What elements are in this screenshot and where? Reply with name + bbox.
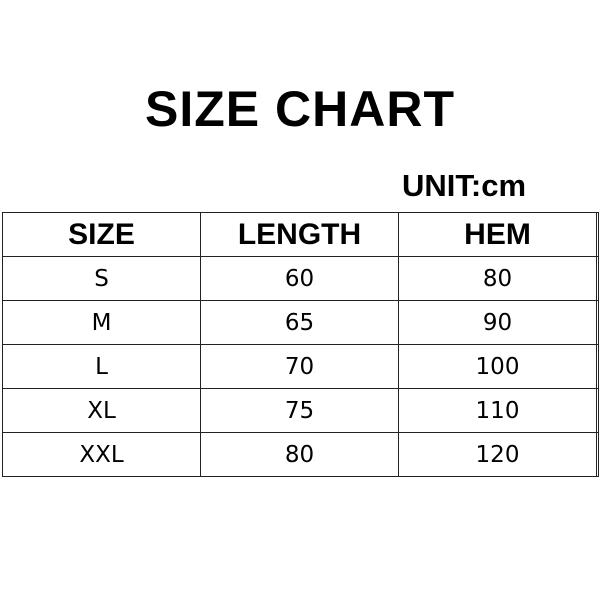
table-cell: 100 [398,344,597,389]
table-row: XXL 80 120 [2,432,599,477]
table-cell: 75 [200,388,399,433]
table-cell: 60 [200,256,399,301]
table-cell: 65 [200,300,399,345]
cut-off-cell [596,344,599,389]
unit-label: UNIT:cm [402,168,527,203]
table-cell: 110 [398,388,597,433]
header-size: SIZE [2,212,201,257]
cut-off-cell [596,432,599,477]
table-cell: M [2,300,201,345]
table-row: L 70 100 [2,344,599,389]
table-cell: 80 [200,432,399,477]
cut-off-cell [596,388,599,433]
cut-off-cell [596,300,599,345]
table-cell: 120 [398,432,597,477]
table-cell: S [2,256,201,301]
table-row: XL 75 110 [2,388,599,433]
table-cell: XL [2,388,201,433]
table-cell: XXL [2,432,201,477]
table-cell: 80 [398,256,597,301]
header-cut-off-column [596,212,599,257]
table-row: S 60 80 [2,256,599,301]
table-row: M 65 90 [2,300,599,345]
size-table: SIZE LENGTH HEM S 60 80 M 65 90 L 70 100 XL 75 110 X… [2,212,599,477]
table-cell: 70 [200,344,399,389]
header-length: LENGTH [200,212,399,257]
table-cell: L [2,344,201,389]
header-hem: HEM [398,212,597,257]
header-row: SIZE LENGTH HEM [2,212,599,257]
table-cell: 90 [398,300,597,345]
page-title: SIZE CHART [145,81,455,137]
cut-off-cell [596,256,599,301]
